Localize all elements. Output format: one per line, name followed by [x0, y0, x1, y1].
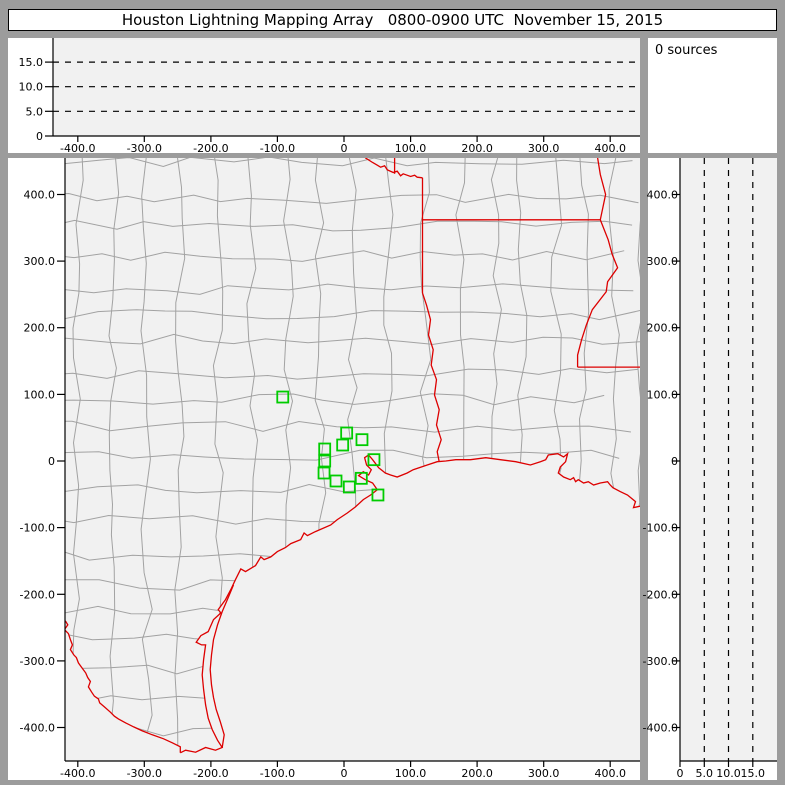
rio-grande	[65, 620, 181, 753]
x-tick-label: 0	[341, 767, 348, 780]
county-line	[41, 151, 51, 736]
lma-station-marker	[318, 442, 332, 456]
y-tick-label: 100.0	[647, 388, 679, 401]
y-tick-label: -200.0	[643, 588, 678, 601]
sources-count-label: 0 sources	[655, 43, 718, 58]
x-tick-label: 10.0	[716, 767, 741, 780]
lma-station-marker	[318, 454, 332, 468]
x-tick-label: 400.0	[594, 767, 626, 780]
x-tick-label: 5.0	[696, 767, 714, 780]
y-tick-label: 15.0	[19, 56, 44, 69]
altitude-ns-plot: 400.0 300.0 200.0 100.0 0 -100.0 -200.0 -300.0 -…	[643, 158, 777, 780]
altitude-ns-panel: 400.0 300.0 200.0 100.0 0 -100.0 -200.0 -300.0 -…	[643, 158, 777, 780]
county-line	[31, 761, 614, 772]
page-title: Houston Lightning Mapping Array 0800-090…	[121, 11, 664, 29]
coastline	[180, 451, 640, 754]
x-tick-label: -400.0	[60, 767, 95, 780]
county-line	[65, 158, 633, 168]
county-line	[174, 158, 186, 753]
lma-station-marker	[336, 438, 350, 452]
lma-station-marker	[371, 488, 385, 502]
altitude-ew-plot: 0 5.0 10.0 15.0 -400.0 -300.0 -200.0 -100.0 0 100…	[19, 38, 640, 155]
county-line	[65, 333, 640, 345]
x-tick-label: -400.0	[60, 142, 95, 155]
county-line	[65, 219, 633, 232]
y-tick-label: 100.0	[24, 388, 56, 401]
y-tick-label: -300.0	[643, 655, 678, 668]
altitude-ew-panel: 0 5.0 10.0 15.0 -400.0 -300.0 -200.0 -100.0 0 100…	[8, 38, 640, 155]
y-tick-label: 200.0	[24, 322, 56, 335]
y-tick-label: -400.0	[643, 722, 678, 735]
lma-station-marker	[329, 474, 343, 488]
county-line	[108, 158, 120, 743]
plan-view-map-plot: 400.0 300.0 200.0 100.0 0 -100.0 -200.0 -300.0 -…	[20, 158, 640, 780]
x-tick-label: 200.0	[461, 142, 493, 155]
county-line	[65, 367, 639, 380]
x-tick-label: 400.0	[594, 142, 626, 155]
y-tick-label: 0	[48, 455, 55, 468]
x-tick-label: 0	[677, 767, 684, 780]
lma-station-marker	[367, 453, 381, 467]
x-tick-label: 300.0	[528, 142, 560, 155]
barrier-island	[209, 584, 235, 748]
y-tick-label: 200.0	[647, 322, 679, 335]
y-tick-label: -200.0	[20, 588, 55, 601]
y-tick-label: 400.0	[647, 188, 679, 201]
county-line	[65, 449, 620, 461]
x-tick-label: 300.0	[528, 767, 560, 780]
y-tick-label: 10.0	[19, 81, 44, 94]
county-line	[65, 192, 639, 204]
sabine-river	[421, 292, 442, 462]
x-tick-label: -100.0	[260, 142, 295, 155]
x-tick-label: -200.0	[193, 767, 228, 780]
y-tick-label: -400.0	[20, 722, 55, 735]
y-tick-label: 300.0	[24, 255, 56, 268]
lma-station-marker	[317, 466, 331, 480]
x-tick-label: 100.0	[395, 767, 427, 780]
y-tick-label: 0	[36, 130, 43, 143]
lma-station-marker	[355, 433, 369, 447]
county-line	[65, 309, 640, 321]
x-tick-label: -100.0	[260, 767, 295, 780]
title-bar: Houston Lightning Mapping Array 0800-090…	[8, 9, 777, 31]
x-tick-label: -300.0	[127, 767, 162, 780]
lma-station-marker	[342, 480, 356, 494]
county-line	[140, 158, 153, 753]
y-tick-label: 0	[671, 455, 678, 468]
plan-view-map-panel: 400.0 300.0 200.0 100.0 0 -100.0 -200.0 -300.0 -…	[8, 158, 640, 780]
y-tick-label: 300.0	[647, 255, 679, 268]
lma-station-marker	[340, 426, 354, 440]
x-tick-label: 200.0	[461, 767, 493, 780]
y-tick-label: 400.0	[24, 188, 56, 201]
x-tick-label: -200.0	[193, 142, 228, 155]
county-line	[65, 393, 605, 406]
y-tick-label: 5.0	[26, 105, 44, 118]
x-tick-label: -300.0	[127, 142, 162, 155]
county-line	[65, 420, 631, 433]
lma-station-marker	[276, 390, 290, 404]
y-tick-label: -300.0	[20, 655, 55, 668]
county-line	[65, 283, 634, 295]
lma-station-marker	[354, 471, 368, 485]
y-tick-label: -100.0	[643, 522, 678, 535]
x-tick-label: 0	[341, 142, 348, 155]
x-tick-label: 15.0	[741, 767, 766, 780]
sources-box: 0 sources	[648, 38, 777, 153]
x-tick-label: 100.0	[395, 142, 427, 155]
y-tick-label: -100.0	[20, 522, 55, 535]
county-line	[65, 250, 625, 262]
mississippi-river	[576, 158, 619, 368]
